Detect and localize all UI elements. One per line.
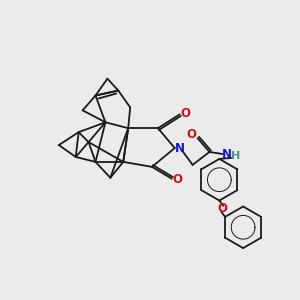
Text: N: N: [222, 148, 232, 161]
Text: O: O: [217, 202, 227, 215]
Text: H: H: [231, 151, 240, 161]
Text: O: O: [173, 173, 183, 186]
Text: O: O: [187, 128, 196, 141]
Text: N: N: [175, 142, 185, 154]
Text: O: O: [181, 107, 191, 120]
